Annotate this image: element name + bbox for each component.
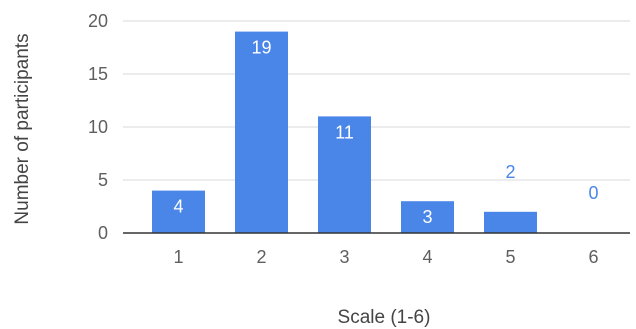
bars	[152, 31, 537, 233]
y-tick-label: 20	[88, 11, 108, 31]
x-tick-label: 2	[256, 247, 266, 267]
data-labels: 4 19 11 3 2 0	[173, 38, 598, 228]
bar	[235, 31, 288, 233]
x-axis-title: Scale (1-6)	[338, 307, 431, 328]
bar	[318, 116, 371, 233]
bar	[484, 211, 537, 233]
x-tick-label: 1	[173, 247, 183, 267]
gridlines	[123, 20, 630, 181]
y-tick-label: 10	[88, 117, 108, 137]
x-tick-label: 6	[588, 247, 598, 267]
y-tick-label: 0	[98, 223, 108, 243]
data-label: 19	[251, 38, 271, 58]
y-tick-label: 15	[88, 64, 108, 84]
data-label: 3	[422, 207, 432, 227]
x-axis-tick-labels: 1 2 3 4 5 6	[173, 247, 598, 267]
x-tick-label: 4	[422, 247, 432, 267]
y-tick-label: 5	[98, 170, 108, 190]
data-label: 11	[335, 122, 354, 142]
data-label: 0	[588, 183, 598, 203]
bar	[152, 190, 205, 233]
y-axis-title: Number of participants	[12, 33, 33, 224]
bar	[401, 201, 454, 233]
x-tick-label: 3	[339, 247, 349, 267]
x-tick-label: 5	[505, 247, 515, 267]
data-label: 4	[173, 197, 183, 217]
y-axis-tick-labels: 0 5 10 15 20	[88, 11, 108, 243]
data-label: 2	[505, 162, 515, 182]
